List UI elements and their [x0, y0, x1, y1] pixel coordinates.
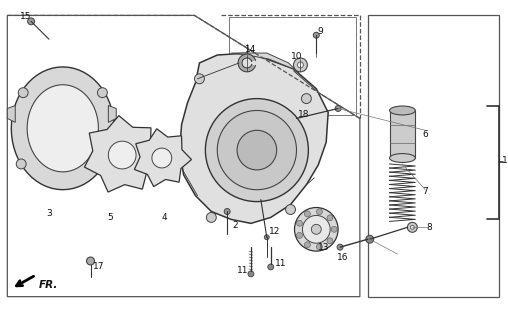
- Polygon shape: [180, 53, 328, 223]
- Polygon shape: [390, 110, 416, 158]
- Circle shape: [298, 62, 303, 68]
- Polygon shape: [108, 106, 116, 122]
- Circle shape: [294, 58, 307, 72]
- Polygon shape: [7, 106, 15, 122]
- Text: 15: 15: [20, 12, 32, 21]
- Circle shape: [311, 224, 321, 234]
- Circle shape: [304, 242, 310, 248]
- Circle shape: [206, 212, 216, 222]
- Circle shape: [337, 244, 343, 250]
- Circle shape: [304, 211, 310, 217]
- Text: 9: 9: [318, 27, 323, 36]
- Circle shape: [248, 271, 254, 277]
- Text: 7: 7: [422, 187, 428, 196]
- Text: 3: 3: [46, 209, 52, 218]
- Circle shape: [316, 209, 323, 215]
- Text: 12: 12: [269, 227, 280, 236]
- Polygon shape: [135, 129, 192, 187]
- Circle shape: [410, 225, 415, 229]
- Polygon shape: [84, 116, 162, 192]
- Circle shape: [297, 232, 302, 238]
- Circle shape: [195, 74, 204, 84]
- Circle shape: [335, 106, 341, 111]
- Polygon shape: [238, 54, 256, 72]
- Circle shape: [313, 32, 319, 38]
- Circle shape: [331, 226, 337, 232]
- Circle shape: [268, 264, 274, 270]
- Polygon shape: [231, 53, 299, 73]
- Circle shape: [237, 130, 277, 170]
- Circle shape: [366, 235, 374, 243]
- Circle shape: [407, 222, 417, 232]
- Polygon shape: [108, 141, 136, 169]
- Polygon shape: [11, 67, 114, 190]
- Circle shape: [264, 235, 269, 240]
- Text: 11: 11: [275, 260, 287, 268]
- Text: 1: 1: [501, 156, 507, 164]
- Polygon shape: [27, 85, 99, 172]
- Text: 16: 16: [337, 252, 349, 261]
- Text: 10: 10: [291, 52, 302, 60]
- Circle shape: [27, 18, 35, 25]
- Text: 14: 14: [245, 44, 257, 53]
- Text: 2: 2: [232, 221, 238, 230]
- Circle shape: [18, 88, 28, 98]
- Circle shape: [297, 220, 302, 226]
- Text: 18: 18: [298, 110, 309, 119]
- Circle shape: [217, 110, 297, 190]
- Text: FR.: FR.: [39, 280, 58, 290]
- Polygon shape: [152, 148, 172, 168]
- Circle shape: [327, 215, 333, 221]
- Text: 17: 17: [92, 262, 104, 271]
- Circle shape: [101, 159, 110, 169]
- Circle shape: [327, 238, 333, 244]
- Ellipse shape: [390, 106, 416, 115]
- Circle shape: [295, 208, 338, 251]
- Ellipse shape: [390, 154, 416, 163]
- Text: 6: 6: [422, 130, 428, 139]
- Circle shape: [16, 159, 26, 169]
- Circle shape: [316, 244, 323, 250]
- Text: 4: 4: [162, 213, 168, 222]
- Text: 5: 5: [108, 213, 113, 222]
- Circle shape: [98, 88, 107, 98]
- Text: 8: 8: [426, 223, 432, 232]
- Circle shape: [285, 204, 296, 214]
- Circle shape: [205, 99, 308, 202]
- Circle shape: [302, 215, 330, 243]
- Text: 11: 11: [237, 267, 249, 276]
- Circle shape: [224, 209, 230, 214]
- Circle shape: [301, 94, 311, 104]
- Text: 13: 13: [318, 243, 329, 252]
- Circle shape: [86, 257, 94, 265]
